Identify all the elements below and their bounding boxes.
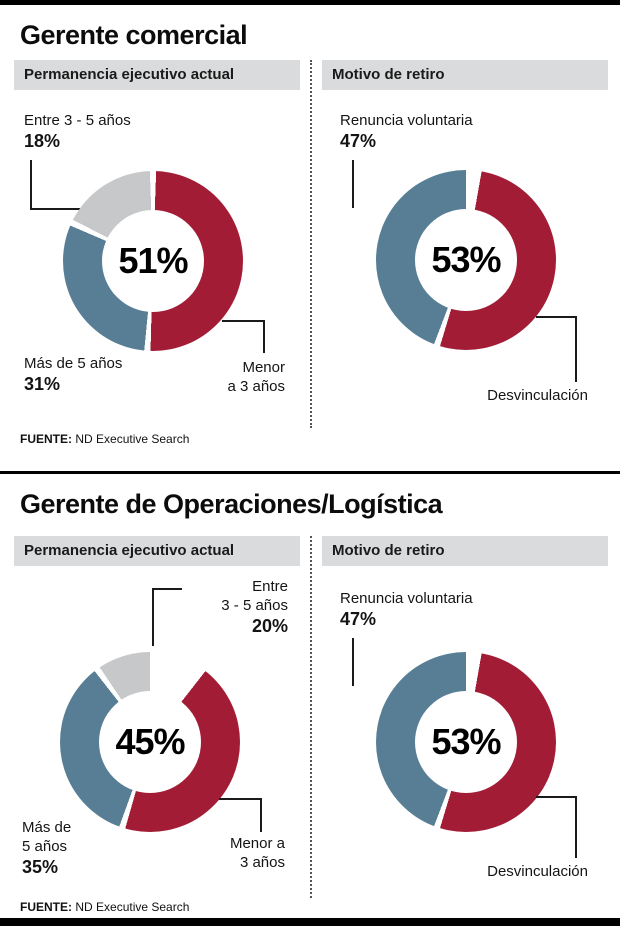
dotted-divider [310,60,312,428]
dotted-divider [310,536,312,898]
section-2-title: Gerente de Operaciones/Logística [20,489,443,519]
label-menor-a-3-anos: Menor a 3 años [182,834,285,872]
source-credit: FUENTE: ND Executive Search [20,432,189,446]
label-text: Más de 5 años [24,355,123,372]
callout-line [352,160,354,208]
callout-line [222,320,265,353]
label-entre-3-5-anos: Entre 3 - 5 años 20% [185,577,288,637]
label-mas-de-5-anos: Más de 5 años 31% [24,354,122,395]
label-renuncia-voluntaria: Renuncia voluntaria 47% [340,589,473,630]
label-menor-a-3-anos: Menor a 3 años [185,358,285,396]
section-1-header-permanencia: Permanencia ejecutivo actual [14,60,300,90]
callout-line [536,316,577,382]
label-text: Renuncia voluntaria [340,112,473,129]
label-percent: 20% [251,616,288,636]
label-text: 5 años [22,838,68,855]
label-text: a 3 años [227,378,285,395]
donut-center-value: 51% [118,240,188,281]
label-entre-3-5-anos: Entre 3 - 5 años 18% [24,111,131,152]
callout-line [30,160,82,210]
callout-line [536,796,577,858]
donut-permanencia-operaciones: 45% [60,652,240,832]
label-percent: 31% [24,374,61,394]
label-text: Desvinculación [487,863,588,880]
callout-line [352,638,354,686]
donut-hole: 51% [102,210,204,312]
section-divider-rule [0,471,620,474]
donut-center-value: 53% [431,239,501,280]
top-rule [0,0,620,5]
label-text: Más de [22,819,72,836]
donut-hole: 53% [415,209,517,311]
label-text: Menor a [229,835,285,852]
label-percent: 18% [24,131,61,151]
donut-permanencia-comercial: 51% [63,171,243,351]
label-mas-de-5-anos: Más de 5 años 35% [22,818,71,878]
section-1-title: Gerente comercial [20,20,248,50]
donut-center-value: 53% [431,721,501,762]
label-text: 3 años [239,854,285,871]
source-credit: FUENTE: ND Executive Search [20,900,189,914]
label-desvinculacion: Desvinculación [470,386,588,405]
donut-hole: 53% [415,691,517,793]
label-text: Menor [242,359,285,376]
source-label: FUENTE: [20,900,72,914]
section-2-header-motivo: Motivo de retiro [322,536,608,566]
donut-hole: 45% [99,691,201,793]
label-text: Entre [252,578,288,595]
donut-motivo-operaciones: 53% [376,652,556,832]
label-text: Desvinculación [487,387,588,404]
label-desvinculacion: Desvinculación [470,862,588,881]
label-percent: 47% [340,131,377,151]
label-text: Entre 3 - 5 años [24,112,131,129]
callout-line [152,588,182,646]
label-text: 3 - 5 años [221,597,288,614]
source-value: ND Executive Search [75,900,190,914]
bottom-rule [0,918,620,926]
source-value: ND Executive Search [75,432,190,446]
label-percent: 35% [22,857,59,877]
section-1-header-motivo: Motivo de retiro [322,60,608,90]
callout-line [219,798,262,832]
label-text: Renuncia voluntaria [340,590,473,607]
label-percent: 47% [340,609,377,629]
source-label: FUENTE: [20,432,72,446]
section-2-header-permanencia: Permanencia ejecutivo actual [14,536,300,566]
label-renuncia-voluntaria: Renuncia voluntaria 47% [340,111,473,152]
donut-center-value: 45% [115,721,185,762]
donut-motivo-comercial: 53% [376,170,556,350]
